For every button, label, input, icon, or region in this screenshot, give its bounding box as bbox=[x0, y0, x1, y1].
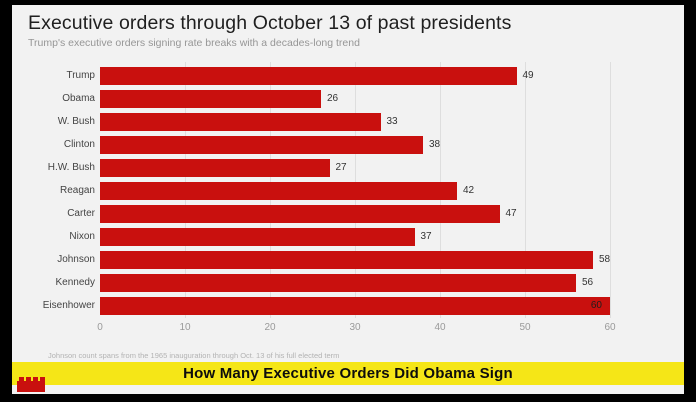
bar bbox=[100, 251, 593, 269]
bar-value: 38 bbox=[429, 139, 441, 150]
bar-value: 56 bbox=[582, 277, 594, 288]
bar-value: 27 bbox=[335, 162, 347, 173]
bar bbox=[100, 274, 576, 292]
bar bbox=[100, 90, 321, 108]
bar-label: Reagan bbox=[59, 185, 95, 196]
cnn-logo bbox=[17, 377, 45, 392]
bar bbox=[100, 67, 517, 85]
bar-value: 60 bbox=[590, 300, 602, 311]
headline-text: How Many Executive Orders Did Obama Sign bbox=[183, 365, 513, 382]
gridline-50 bbox=[525, 62, 526, 318]
bar-label: Obama bbox=[62, 93, 95, 104]
bar-label: Johnson bbox=[57, 254, 95, 265]
x-tick-label: 10 bbox=[179, 322, 191, 333]
x-tick-label: 30 bbox=[349, 322, 361, 333]
x-tick-label: 0 bbox=[97, 322, 103, 333]
gridline-60 bbox=[610, 62, 611, 318]
bar-label: Nixon bbox=[69, 231, 95, 242]
bar bbox=[100, 136, 423, 154]
bar bbox=[100, 113, 381, 131]
bar-value: 47 bbox=[505, 208, 517, 219]
x-tick-label: 60 bbox=[604, 322, 616, 333]
bar-label: W. Bush bbox=[57, 116, 95, 127]
headline-banner: How Many Executive Orders Did Obama Sign bbox=[12, 362, 684, 385]
bar bbox=[100, 297, 610, 315]
letterbox-bar bbox=[0, 394, 696, 402]
x-tick-label: 40 bbox=[434, 322, 446, 333]
bar-value: 49 bbox=[522, 70, 534, 81]
chart-subtitle: Trump's executive orders signing rate br… bbox=[28, 37, 360, 49]
bar-value: 58 bbox=[599, 254, 611, 265]
bar-value: 42 bbox=[463, 185, 475, 196]
chart-title: Executive orders through October 13 of p… bbox=[28, 12, 512, 34]
bar bbox=[100, 205, 500, 223]
bar-label: Trump bbox=[66, 70, 95, 81]
bar bbox=[100, 159, 330, 177]
bar-label: Clinton bbox=[63, 139, 95, 150]
bar-label: Eisenhower bbox=[42, 300, 95, 311]
bar bbox=[100, 228, 415, 246]
chart-footnote: Johnson count spans from the 1965 inaugu… bbox=[48, 351, 340, 360]
bar-value: 33 bbox=[386, 116, 398, 127]
bar bbox=[100, 182, 457, 200]
x-tick-label: 50 bbox=[519, 322, 531, 333]
x-tick-label: 20 bbox=[264, 322, 276, 333]
bar-value: 26 bbox=[327, 93, 339, 104]
bar-label: Carter bbox=[67, 208, 95, 219]
bar-label: H.W. Bush bbox=[47, 162, 95, 173]
bar-value: 37 bbox=[420, 231, 432, 242]
bar-label: Kennedy bbox=[55, 277, 95, 288]
